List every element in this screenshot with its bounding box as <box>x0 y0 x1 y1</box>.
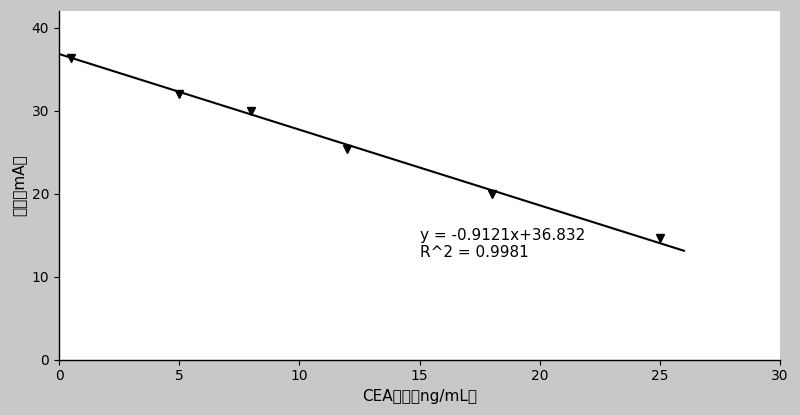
Text: y = -0.9121x+36.832
R^2 = 0.9981: y = -0.9121x+36.832 R^2 = 0.9981 <box>419 228 585 260</box>
X-axis label: CEA浓度（ng/mL）: CEA浓度（ng/mL） <box>362 389 477 404</box>
Y-axis label: 电流（mA）: 电流（mA） <box>11 154 26 216</box>
